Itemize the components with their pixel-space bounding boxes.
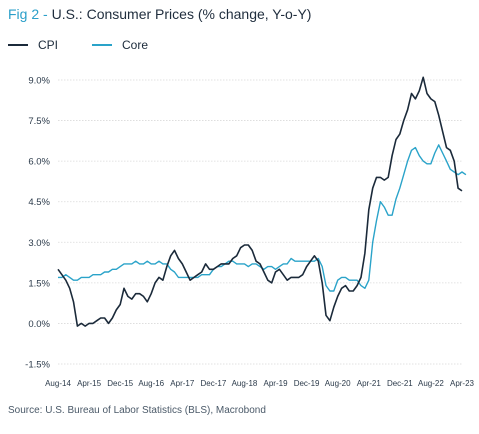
x-tick-label: Aug-22: [418, 379, 444, 388]
x-tick-label: Apr-21: [357, 379, 382, 388]
series-lines: [57, 76, 467, 327]
y-tick-label: 9.0%: [28, 76, 50, 87]
gridlines: [58, 79, 462, 365]
legend: CPI Core: [8, 38, 148, 52]
y-axis-labels: 9.0% 7.5% 6.0% 4.5% 3.0% 1.5% 0.0% -1.5%: [25, 76, 50, 371]
x-tick-label: Aug-20: [325, 379, 351, 388]
x-tick-label: Apr-19: [264, 379, 289, 388]
y-tick-label: 6.0%: [28, 157, 50, 168]
source-note: Source: U.S. Bureau of Labor Statistics …: [8, 405, 266, 416]
x-axis-labels: Aug-14 Apr-15 Dec-15 Aug-16 Apr-17 Dec-17 Aug-…: [45, 379, 474, 388]
y-tick-label: 4.5%: [28, 197, 50, 208]
y-tick-label: 0.0%: [28, 319, 50, 330]
legend-item-core: Core: [92, 38, 148, 52]
legend-swatch-core: [92, 44, 113, 46]
y-tick-label: 7.5%: [28, 116, 50, 127]
x-tick-label: Dec-15: [107, 379, 133, 388]
y-tick-label: 1.5%: [28, 278, 50, 289]
x-tick-label: Aug-18: [232, 379, 258, 388]
x-tick-label: Dec-21: [387, 379, 413, 388]
chart-title-text: U.S.: Consumer Prices (% change, Y-o-Y): [51, 6, 312, 22]
x-tick-label: Apr-17: [170, 379, 195, 388]
x-tick-label: Dec-19: [294, 379, 320, 388]
legend-item-cpi: CPI: [8, 38, 58, 52]
figure-number: Fig 2 -: [8, 6, 48, 22]
chart-title: Fig 2 - U.S.: Consumer Prices (% change,…: [8, 6, 311, 22]
y-tick-label: 3.0%: [28, 238, 50, 249]
legend-label-cpi: CPI: [38, 38, 59, 52]
x-tick-label: Apr-23: [450, 379, 475, 388]
legend-swatch-cpi: [8, 44, 28, 46]
x-tick-label: Aug-14: [45, 379, 71, 388]
y-tick-label: -1.5%: [25, 360, 50, 371]
legend-label-core: Core: [122, 38, 149, 52]
series-line-cpi: [57, 76, 463, 327]
x-tick-label: Dec-17: [200, 379, 226, 388]
x-tick-label: Apr-15: [77, 379, 102, 388]
x-tick-label: Aug-16: [138, 379, 164, 388]
